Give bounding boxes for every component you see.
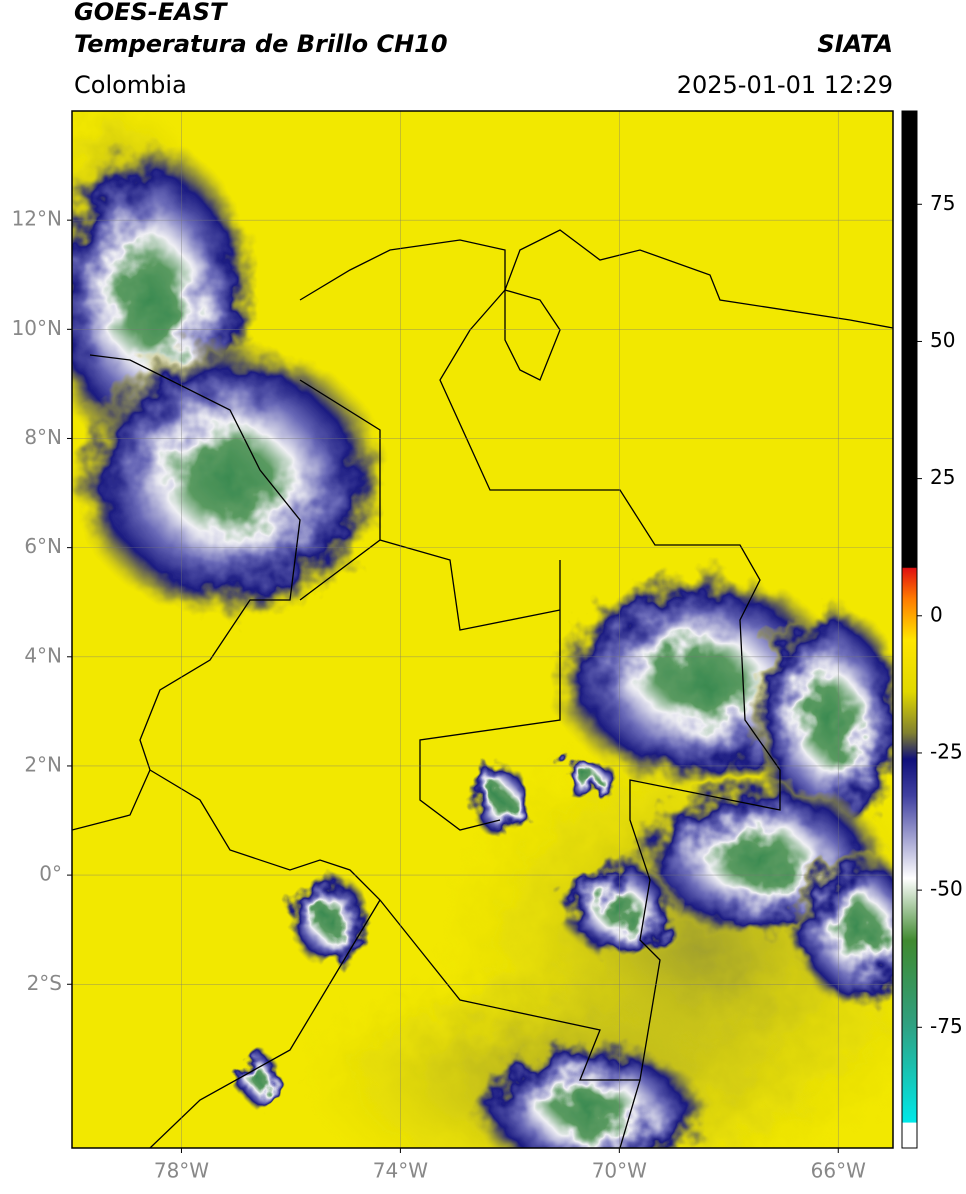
map-imagery xyxy=(72,111,893,1148)
x-tick-label: 74°W xyxy=(373,1159,428,1183)
colorbar-tick-label: 50 xyxy=(930,328,955,352)
y-tick-label: 8°N xyxy=(24,425,62,449)
y-tick-label: 12°N xyxy=(12,207,62,231)
x-tick-label: 78°W xyxy=(154,1159,209,1183)
colorbar xyxy=(901,110,918,1149)
colorbar-tick-label: 25 xyxy=(930,465,955,489)
y-tick-label: 6°N xyxy=(24,534,62,558)
region: Colombia xyxy=(74,71,187,99)
y-tick-label: 0° xyxy=(39,862,62,886)
graticule xyxy=(72,111,893,1148)
colorbar-tick-label: 0 xyxy=(930,602,943,626)
colorbar-tick-label: -75 xyxy=(930,1014,963,1038)
product-title: Temperatura de Brillo CH10 xyxy=(74,30,448,58)
x-tick-label: 70°W xyxy=(592,1159,647,1183)
y-tick-label: 10°N xyxy=(12,316,62,340)
y-tick-label: 2°S xyxy=(27,971,62,995)
agency: SIATA xyxy=(817,30,893,58)
colorbar-tick-label: -25 xyxy=(930,739,963,763)
x-tick-label: 66°W xyxy=(811,1159,866,1183)
satellite-title: GOES-EAST xyxy=(74,0,228,26)
colorbar-tick-label: 75 xyxy=(930,191,955,215)
y-tick-label: 4°N xyxy=(24,643,62,667)
y-tick-label: 2°N xyxy=(24,752,62,776)
colorbar-tick-label: -50 xyxy=(930,877,963,901)
datetime: 2025-01-01 12:29 xyxy=(677,71,893,99)
map-frame xyxy=(71,110,894,1149)
